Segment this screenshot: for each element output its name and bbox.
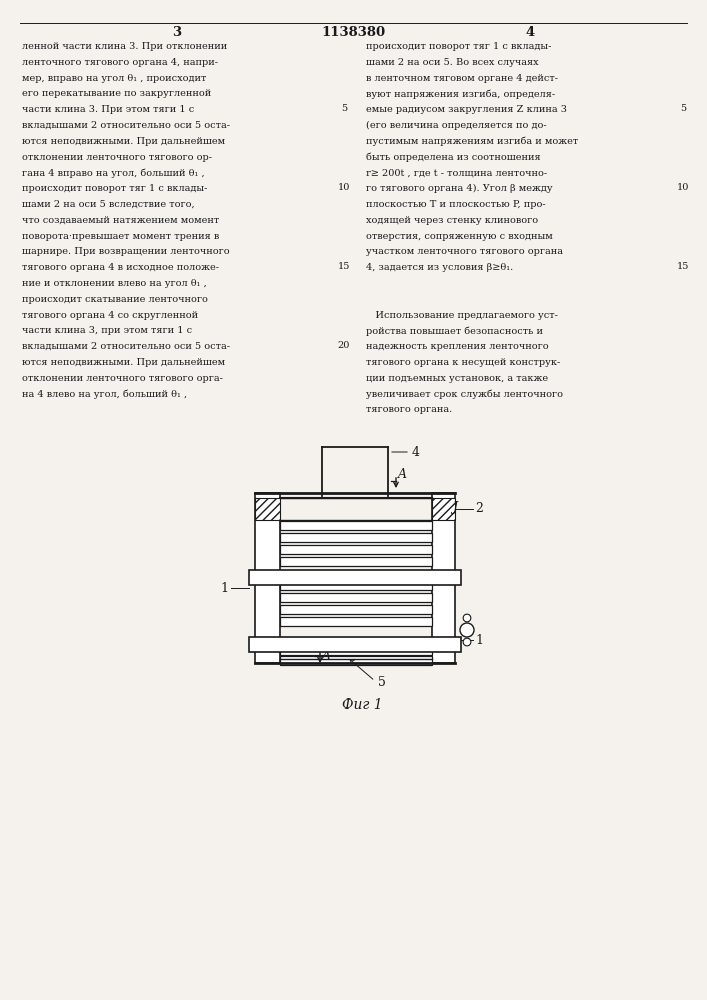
Text: ходящей через стенку клинового: ходящей через стенку клинового [366,216,538,225]
Text: шами 2 на оси 5. Во всех случаях: шами 2 на оси 5. Во всех случаях [366,58,539,67]
Bar [280,605,432,614]
Bar [280,593,432,602]
Text: 15: 15 [338,262,350,271]
Text: ленточного тягового органа 4, напри-: ленточного тягового органа 4, напри- [22,58,218,67]
Text: Фиг 1: Фиг 1 [341,698,382,712]
Text: отверстия, сопряженную с входным: отверстия, сопряженную с входным [366,232,553,241]
Bar [280,617,432,626]
Text: го тягового органа 4). Угол β между: го тягового органа 4). Угол β между [366,184,553,193]
Text: ленной части клина 3. При отклонении: ленной части клина 3. При отклонении [22,42,227,51]
Text: отклонении ленточного тягового орга-: отклонении ленточного тягового орга- [22,374,223,383]
Bar [432,493,455,663]
Text: быть определена из соотношения: быть определена из соотношения [366,153,541,162]
Text: 10: 10 [677,183,689,192]
Text: 10: 10 [338,183,350,192]
Text: участком ленточного тягового органа: участком ленточного тягового органа [366,247,563,256]
Text: надежность крепления ленточного: надежность крепления ленточного [366,342,549,351]
Bar [280,533,432,542]
Text: тягового органа к несущей конструк-: тягового органа к несущей конструк- [366,358,560,367]
Text: A: A [398,468,407,482]
Bar [280,545,432,554]
Text: 2: 2 [475,502,483,516]
Text: гана 4 вправо на угол, больший θ₁ ,: гана 4 вправо на угол, больший θ₁ , [22,168,204,178]
Circle shape [463,614,471,622]
Text: ции подъемных установок, а также: ции подъемных установок, а также [366,374,548,383]
Text: r≥ 200t , где t - толщина ленточно-: r≥ 200t , где t - толщина ленточно- [366,168,547,177]
Text: части клина 3. При этом тяги 1 с: части клина 3. При этом тяги 1 с [22,105,194,114]
Text: вкладышами 2 относительно оси 5 оста-: вкладышами 2 относительно оси 5 оста- [22,342,230,351]
Text: 1138380: 1138380 [321,25,385,38]
Text: ются неподвижными. При дальнейшем: ются неподвижными. При дальнейшем [22,358,225,367]
Bar [280,646,432,655]
Text: что создаваемый натяжением момент: что создаваемый натяжением момент [22,216,219,225]
Bar [432,498,455,520]
Text: 1: 1 [220,582,228,594]
Text: вкладышами 2 относительно оси 5 оста-: вкладышами 2 относительно оси 5 оста- [22,121,230,130]
Text: 3: 3 [173,25,182,38]
Text: происходит поворот тяг 1 с вклады-: происходит поворот тяг 1 с вклады- [22,184,207,193]
Text: плоскостью T и плоскостью P, про-: плоскостью T и плоскостью P, про- [366,200,546,209]
Text: 4: 4 [525,25,534,38]
Text: 1: 1 [475,634,483,647]
Text: 15: 15 [677,262,689,271]
Text: вуют напряжения изгиба, определя-: вуют напряжения изгиба, определя- [366,89,555,99]
Bar [280,557,432,566]
Text: 4: 4 [412,446,420,458]
Text: A: A [322,650,331,662]
Text: шарнире. При возвращении ленточного: шарнире. При возвращении ленточного [22,247,230,256]
Text: части клина 3, при этом тяги 1 с: части клина 3, при этом тяги 1 с [22,326,192,335]
Text: его перекатывание по закругленной: его перекатывание по закругленной [22,89,211,98]
Text: происходит скатывание ленточного: происходит скатывание ленточного [22,295,208,304]
Text: на 4 влево на угол, больший θ₁ ,: на 4 влево на угол, больший θ₁ , [22,390,187,399]
Text: 4, задается из условия β≥θ₁.: 4, задается из условия β≥θ₁. [366,263,513,272]
Bar [249,637,461,652]
Text: (его величина определяется по до-: (его величина определяется по до- [366,121,547,130]
Circle shape [460,623,474,637]
Text: ются неподвижными. При дальнейшем: ются неподвижными. При дальнейшем [22,137,225,146]
Text: 5: 5 [378,676,386,690]
Text: происходит поворот тяг 1 с вклады-: происходит поворот тяг 1 с вклады- [366,42,551,51]
Text: 5: 5 [341,104,347,113]
Text: 20: 20 [338,341,350,350]
Bar [280,521,432,530]
Bar [280,581,432,590]
Text: в ленточном тяговом органе 4 дейст-: в ленточном тяговом органе 4 дейст- [366,74,558,83]
Text: увеличивает срок службы ленточного: увеличивает срок службы ленточного [366,390,563,399]
Text: ние и отклонении влево на угол θ₁ ,: ние и отклонении влево на угол θ₁ , [22,279,206,288]
Bar [255,493,280,663]
Text: J: J [452,502,457,514]
Text: мер, вправо на угол θ₁ , происходит: мер, вправо на угол θ₁ , происходит [22,74,206,83]
Bar [249,570,461,585]
Text: Использование предлагаемого уст-: Использование предлагаемого уст- [366,311,558,320]
Circle shape [463,638,471,646]
Text: пустимым напряжениям изгиба и может: пустимым напряжениям изгиба и может [366,137,578,146]
Text: ройства повышает безопасность и: ройства повышает безопасность и [366,326,543,336]
Text: шами 2 на оси 5 вследствие того,: шами 2 на оси 5 вследствие того, [22,200,194,209]
Text: тягового органа.: тягового органа. [366,405,452,414]
Text: поворота·превышает момент трения в: поворота·превышает момент трения в [22,232,219,241]
Bar [255,498,280,520]
Text: отклонении ленточного тягового ор-: отклонении ленточного тягового ор- [22,153,212,162]
Text: 5: 5 [680,104,686,113]
Text: тягового органа 4 со скругленной: тягового органа 4 со скругленной [22,311,198,320]
Bar [280,656,432,665]
Text: емые радиусом закругления Z клина 3: емые радиусом закругления Z клина 3 [366,105,567,114]
Text: тягового органа 4 в исходное положе-: тягового органа 4 в исходное положе- [22,263,219,272]
